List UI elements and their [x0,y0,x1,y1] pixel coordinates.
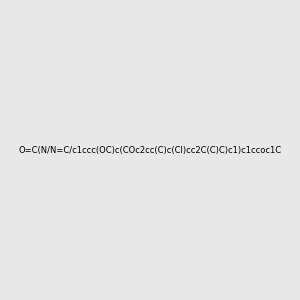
Text: O=C(N/N=C/c1ccc(OC)c(COc2cc(C)c(Cl)cc2C(C)C)c1)c1ccoc1C: O=C(N/N=C/c1ccc(OC)c(COc2cc(C)c(Cl)cc2C(… [18,146,282,154]
